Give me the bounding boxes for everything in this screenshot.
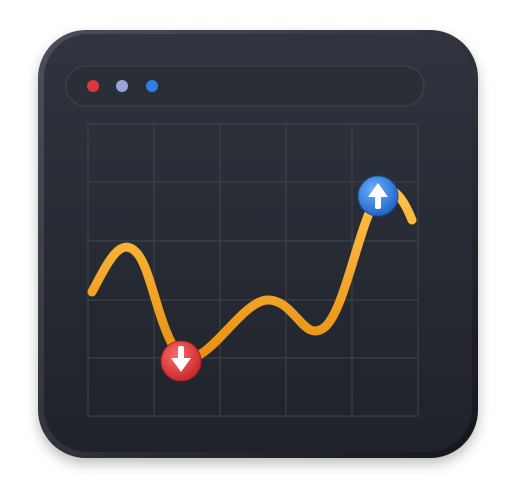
grid-border <box>87 123 419 417</box>
arrow-down-icon <box>171 346 191 372</box>
window-body <box>44 34 472 452</box>
lavender-dot <box>116 80 128 92</box>
title-bar <box>65 65 425 107</box>
high-point-marker <box>357 175 399 217</box>
low-point-marker <box>160 340 202 382</box>
red-dot <box>87 80 99 92</box>
blue-dot <box>146 80 158 92</box>
arrow-up-icon <box>368 183 388 209</box>
